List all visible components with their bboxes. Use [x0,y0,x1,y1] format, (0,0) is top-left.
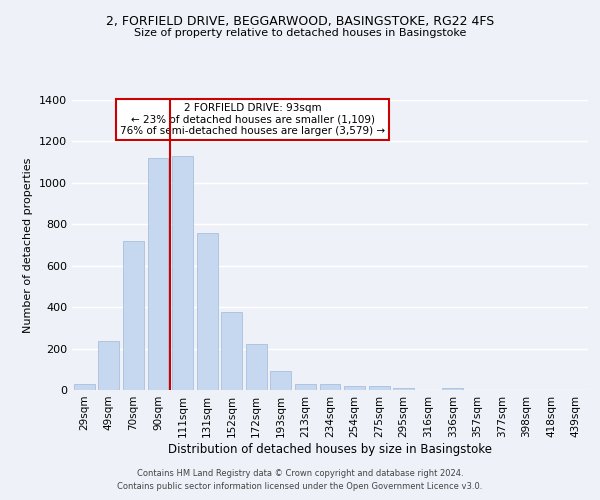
Text: Contains HM Land Registry data © Crown copyright and database right 2024.: Contains HM Land Registry data © Crown c… [137,468,463,477]
Bar [246,344,267,390]
Bar [442,388,463,390]
Bar [197,232,218,390]
Bar [98,342,119,390]
X-axis label: Distribution of detached houses by size in Basingstoke: Distribution of detached houses by size … [168,442,492,456]
Bar [74,384,95,390]
Bar [172,156,193,390]
Bar [148,158,169,390]
Bar [123,241,144,390]
Bar [368,386,389,390]
Bar [320,384,340,390]
Bar [271,372,292,390]
Text: Size of property relative to detached houses in Basingstoke: Size of property relative to detached ho… [134,28,466,38]
Bar [344,386,365,390]
Text: 2 FORFIELD DRIVE: 93sqm
← 23% of detached houses are smaller (1,109)
76% of semi: 2 FORFIELD DRIVE: 93sqm ← 23% of detache… [120,103,385,136]
Bar [393,388,414,390]
Bar [221,312,242,390]
Y-axis label: Number of detached properties: Number of detached properties [23,158,34,332]
Bar [295,384,316,390]
Text: 2, FORFIELD DRIVE, BEGGARWOOD, BASINGSTOKE, RG22 4FS: 2, FORFIELD DRIVE, BEGGARWOOD, BASINGSTO… [106,15,494,28]
Text: Contains public sector information licensed under the Open Government Licence v3: Contains public sector information licen… [118,482,482,491]
